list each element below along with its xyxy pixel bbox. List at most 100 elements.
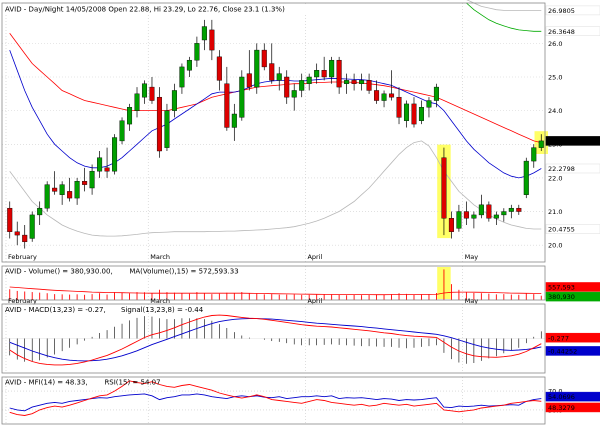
candle-body xyxy=(141,83,148,98)
mid-month-label: April xyxy=(307,297,322,305)
signal-value-tag-bg xyxy=(545,346,600,356)
mfi-value-tag-bg xyxy=(545,402,600,413)
price-value-tag-bg xyxy=(545,163,600,174)
candle-body xyxy=(389,93,395,98)
mid-month-label: March xyxy=(150,297,170,305)
candle-body xyxy=(381,93,387,101)
candle-body xyxy=(59,184,65,195)
candle-body xyxy=(291,90,297,98)
ma-gray-line xyxy=(9,140,542,237)
candle-body xyxy=(344,80,350,84)
volume-ma-tag-bg xyxy=(545,282,600,292)
price-month-label: April xyxy=(307,253,322,261)
price-value-tag-bg xyxy=(545,26,600,37)
price-value-tag: 20.4755 xyxy=(548,226,575,234)
candle-body xyxy=(403,103,410,121)
candle-body xyxy=(351,80,357,84)
candle-body xyxy=(418,107,424,121)
candle-body xyxy=(516,207,522,212)
candle-body xyxy=(194,43,200,61)
candle-body xyxy=(29,214,35,239)
rsi-value-tag-bg xyxy=(545,391,600,402)
price-value-tag: 26.3648 xyxy=(548,28,575,36)
macd-line xyxy=(9,314,542,366)
candle-body xyxy=(171,90,177,111)
price-value-tag-bg xyxy=(545,5,600,16)
price-tick-label: 26.0 xyxy=(548,40,562,48)
price-tick-label: 20.0 xyxy=(548,242,562,250)
candle-body xyxy=(22,234,28,243)
mfi-value-tag: 48.3279 xyxy=(548,404,575,412)
candle-body xyxy=(239,76,245,118)
candle-body xyxy=(231,113,237,128)
candle-body xyxy=(314,70,320,78)
volume-panel-frame xyxy=(1,265,546,301)
macd-legend: AVID - MACD(13,23) = -0.27, xyxy=(5,306,106,314)
chart-title: AVID - Day/Night 14/05/2008 Open 22.88, … xyxy=(5,6,285,14)
rsi-line xyxy=(9,393,542,412)
price-panel-frame xyxy=(1,2,546,263)
price-value-tag-bg xyxy=(545,136,600,146)
volume-legend: AVID - Volume() = 380,930.00, xyxy=(5,268,113,276)
candle-body xyxy=(276,73,282,81)
candle-body xyxy=(374,90,380,101)
mid-month-label: February xyxy=(8,297,37,305)
candle-body xyxy=(104,167,110,172)
envelope-gray-line xyxy=(466,0,542,11)
volume-legend: MA(Volume(),15) = 572,593.33 xyxy=(129,268,238,276)
price-value-tag: 26.9805 xyxy=(548,7,575,15)
candle-body xyxy=(329,59,335,78)
candle-body xyxy=(471,214,477,219)
candle-body xyxy=(284,76,290,98)
candle-body xyxy=(486,204,492,219)
candle-body xyxy=(89,170,95,189)
candle-body xyxy=(74,181,80,199)
candle-body xyxy=(37,207,43,216)
envelope-green-line xyxy=(466,2,542,32)
candle-body xyxy=(97,157,103,172)
candle-body xyxy=(112,137,118,172)
candle-body xyxy=(359,80,365,84)
candle-body xyxy=(119,120,125,142)
candle-body xyxy=(216,56,222,81)
candle-body xyxy=(531,147,537,162)
title-bg xyxy=(3,4,323,14)
price-month-label: March xyxy=(150,253,170,261)
osc-legend: RSI(15) = 54.07 xyxy=(104,379,160,387)
candle-body xyxy=(82,181,88,185)
price-month-label: May xyxy=(465,253,479,261)
candle-body xyxy=(456,211,462,229)
volume-value-tag: 380,930 xyxy=(548,293,575,301)
candle-body xyxy=(134,93,140,111)
price-value-tag: 23.1 xyxy=(548,138,562,146)
candle-body xyxy=(306,76,312,84)
ma-red-line xyxy=(9,33,542,143)
signal-value-tag: -0.44252 xyxy=(548,348,577,356)
candle-body xyxy=(246,73,252,88)
mid-month-label: May xyxy=(465,297,479,305)
price-value-tag-bg xyxy=(545,224,600,234)
price-month-label: February xyxy=(8,253,37,261)
candle-body xyxy=(463,211,469,219)
candle-body xyxy=(366,80,372,91)
candle-body xyxy=(14,231,20,236)
candle-body xyxy=(501,211,507,216)
rsi-value-tag: 54.0696 xyxy=(548,393,575,401)
candle-body xyxy=(224,83,230,128)
candle-body xyxy=(67,191,73,199)
macd-value-tag-bg xyxy=(545,332,600,343)
candle-body xyxy=(441,157,447,219)
osc-tick-label: 70.0 xyxy=(548,388,562,396)
candle-body xyxy=(127,107,133,125)
candle-body xyxy=(209,29,215,51)
macd-legend: Signal(13,23,8) = -0.44 xyxy=(121,306,204,314)
volume-ma-line xyxy=(9,286,542,296)
osc-legend: AVID - MFI(14) = 48.33, xyxy=(5,379,88,387)
price-tick-label: 22.0 xyxy=(548,174,562,182)
candle-body xyxy=(321,70,327,78)
candle-body xyxy=(538,140,544,148)
candle-body xyxy=(411,103,417,125)
candle-body xyxy=(269,63,275,81)
